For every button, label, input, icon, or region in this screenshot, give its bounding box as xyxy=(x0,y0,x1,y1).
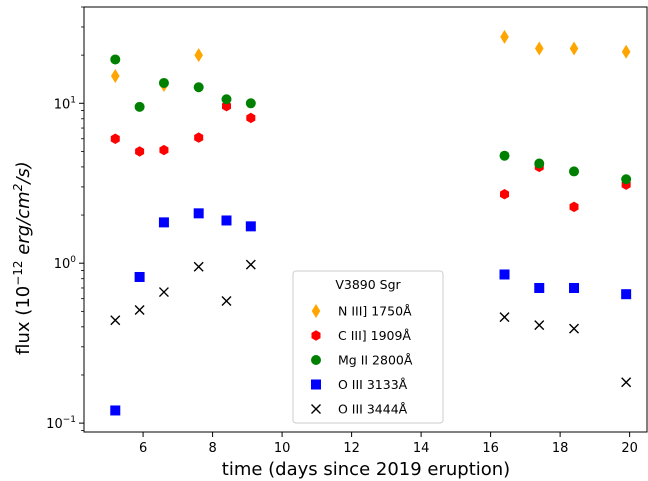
series-5 xyxy=(110,259,632,388)
x-tick-label: 18 xyxy=(552,441,569,456)
data-point xyxy=(500,29,509,44)
plot-area xyxy=(110,29,632,416)
series-3 xyxy=(110,54,632,185)
data-point xyxy=(534,158,545,169)
data-point xyxy=(621,289,632,300)
data-point xyxy=(569,41,579,56)
y-axis-label: flux (10−12 erg/cm2/s) xyxy=(11,161,34,355)
data-point xyxy=(194,48,203,63)
x-axis-label: time (days since 2019 eruption) xyxy=(222,459,510,480)
data-point xyxy=(245,221,256,232)
y-tick-label: 100 xyxy=(54,255,77,272)
data-point xyxy=(158,77,169,88)
data-point xyxy=(221,215,232,226)
data-point xyxy=(534,41,544,56)
data-point xyxy=(193,82,204,93)
x-tick-label: 12 xyxy=(343,441,360,456)
y-axis-label-unit-power: 2 xyxy=(11,184,25,192)
data-point xyxy=(110,69,120,84)
x-tick-label: 10 xyxy=(274,441,291,456)
plot-frame xyxy=(83,6,648,433)
data-point xyxy=(110,54,121,65)
y-axis-label-unit-suffix: /s) xyxy=(13,161,34,185)
legend-label: N III] 1750Å xyxy=(338,304,412,319)
legend-marker xyxy=(311,304,321,318)
data-point xyxy=(534,282,545,293)
data-point xyxy=(499,269,510,280)
data-point xyxy=(158,217,169,228)
data-point xyxy=(135,146,145,157)
y-axis-label-unit: erg/cm xyxy=(13,191,34,254)
data-point xyxy=(159,144,169,156)
data-point xyxy=(134,101,145,112)
data-point xyxy=(569,282,580,293)
data-point xyxy=(194,132,204,143)
data-point xyxy=(158,287,169,298)
data-point xyxy=(193,261,204,272)
series-1 xyxy=(110,29,631,93)
axes: 6 8 10 12 14 16 18 20 10−1 100 101 xyxy=(46,6,648,456)
legend-title: V3890 Sgr xyxy=(335,277,401,292)
legend-marker xyxy=(311,404,321,414)
x-tick-label: 6 xyxy=(139,441,147,456)
series-4 xyxy=(110,208,632,416)
data-point xyxy=(134,304,145,315)
data-point xyxy=(569,166,580,177)
x-tick-label: 8 xyxy=(208,441,216,456)
y-tick-label: 10−1 xyxy=(46,415,76,432)
data-point xyxy=(246,112,256,124)
data-point xyxy=(621,44,631,59)
legend-box xyxy=(292,270,444,424)
x-tick-label: 20 xyxy=(621,441,638,456)
legend-marker xyxy=(311,379,321,390)
data-point xyxy=(193,208,204,219)
y-axis-label-prefix: flux (10 xyxy=(13,286,34,355)
data-point xyxy=(110,405,121,416)
data-point xyxy=(500,189,510,200)
data-point xyxy=(245,98,256,109)
data-point xyxy=(499,150,510,161)
data-point xyxy=(499,312,510,323)
data-point xyxy=(569,323,580,334)
legend-marker xyxy=(311,330,321,341)
y-axis-label-exponent: −12 xyxy=(11,260,25,285)
legend: V3890 Sgr N III] 1750Å C III] 1909Å Mg II 2… xyxy=(292,270,444,424)
legend-label: O III 3444Å xyxy=(338,402,408,417)
data-point xyxy=(221,296,232,307)
data-point xyxy=(110,315,121,326)
data-point xyxy=(569,201,579,213)
legend-label: O III 3133Å xyxy=(338,377,408,392)
y-tick-label: 101 xyxy=(54,95,76,112)
data-point xyxy=(110,133,120,144)
legend-label: C III] 1909Å xyxy=(338,328,411,343)
data-point xyxy=(221,94,232,105)
data-point xyxy=(621,174,632,185)
data-point xyxy=(534,320,545,331)
legend-label: Mg II 2800Å xyxy=(338,353,413,368)
x-tick-label: 16 xyxy=(482,441,499,456)
x-tick-label: 14 xyxy=(413,441,430,456)
legend-marker xyxy=(311,355,321,365)
data-point xyxy=(245,259,256,270)
data-point xyxy=(621,377,632,388)
series-2 xyxy=(110,100,631,213)
data-point xyxy=(134,271,145,282)
